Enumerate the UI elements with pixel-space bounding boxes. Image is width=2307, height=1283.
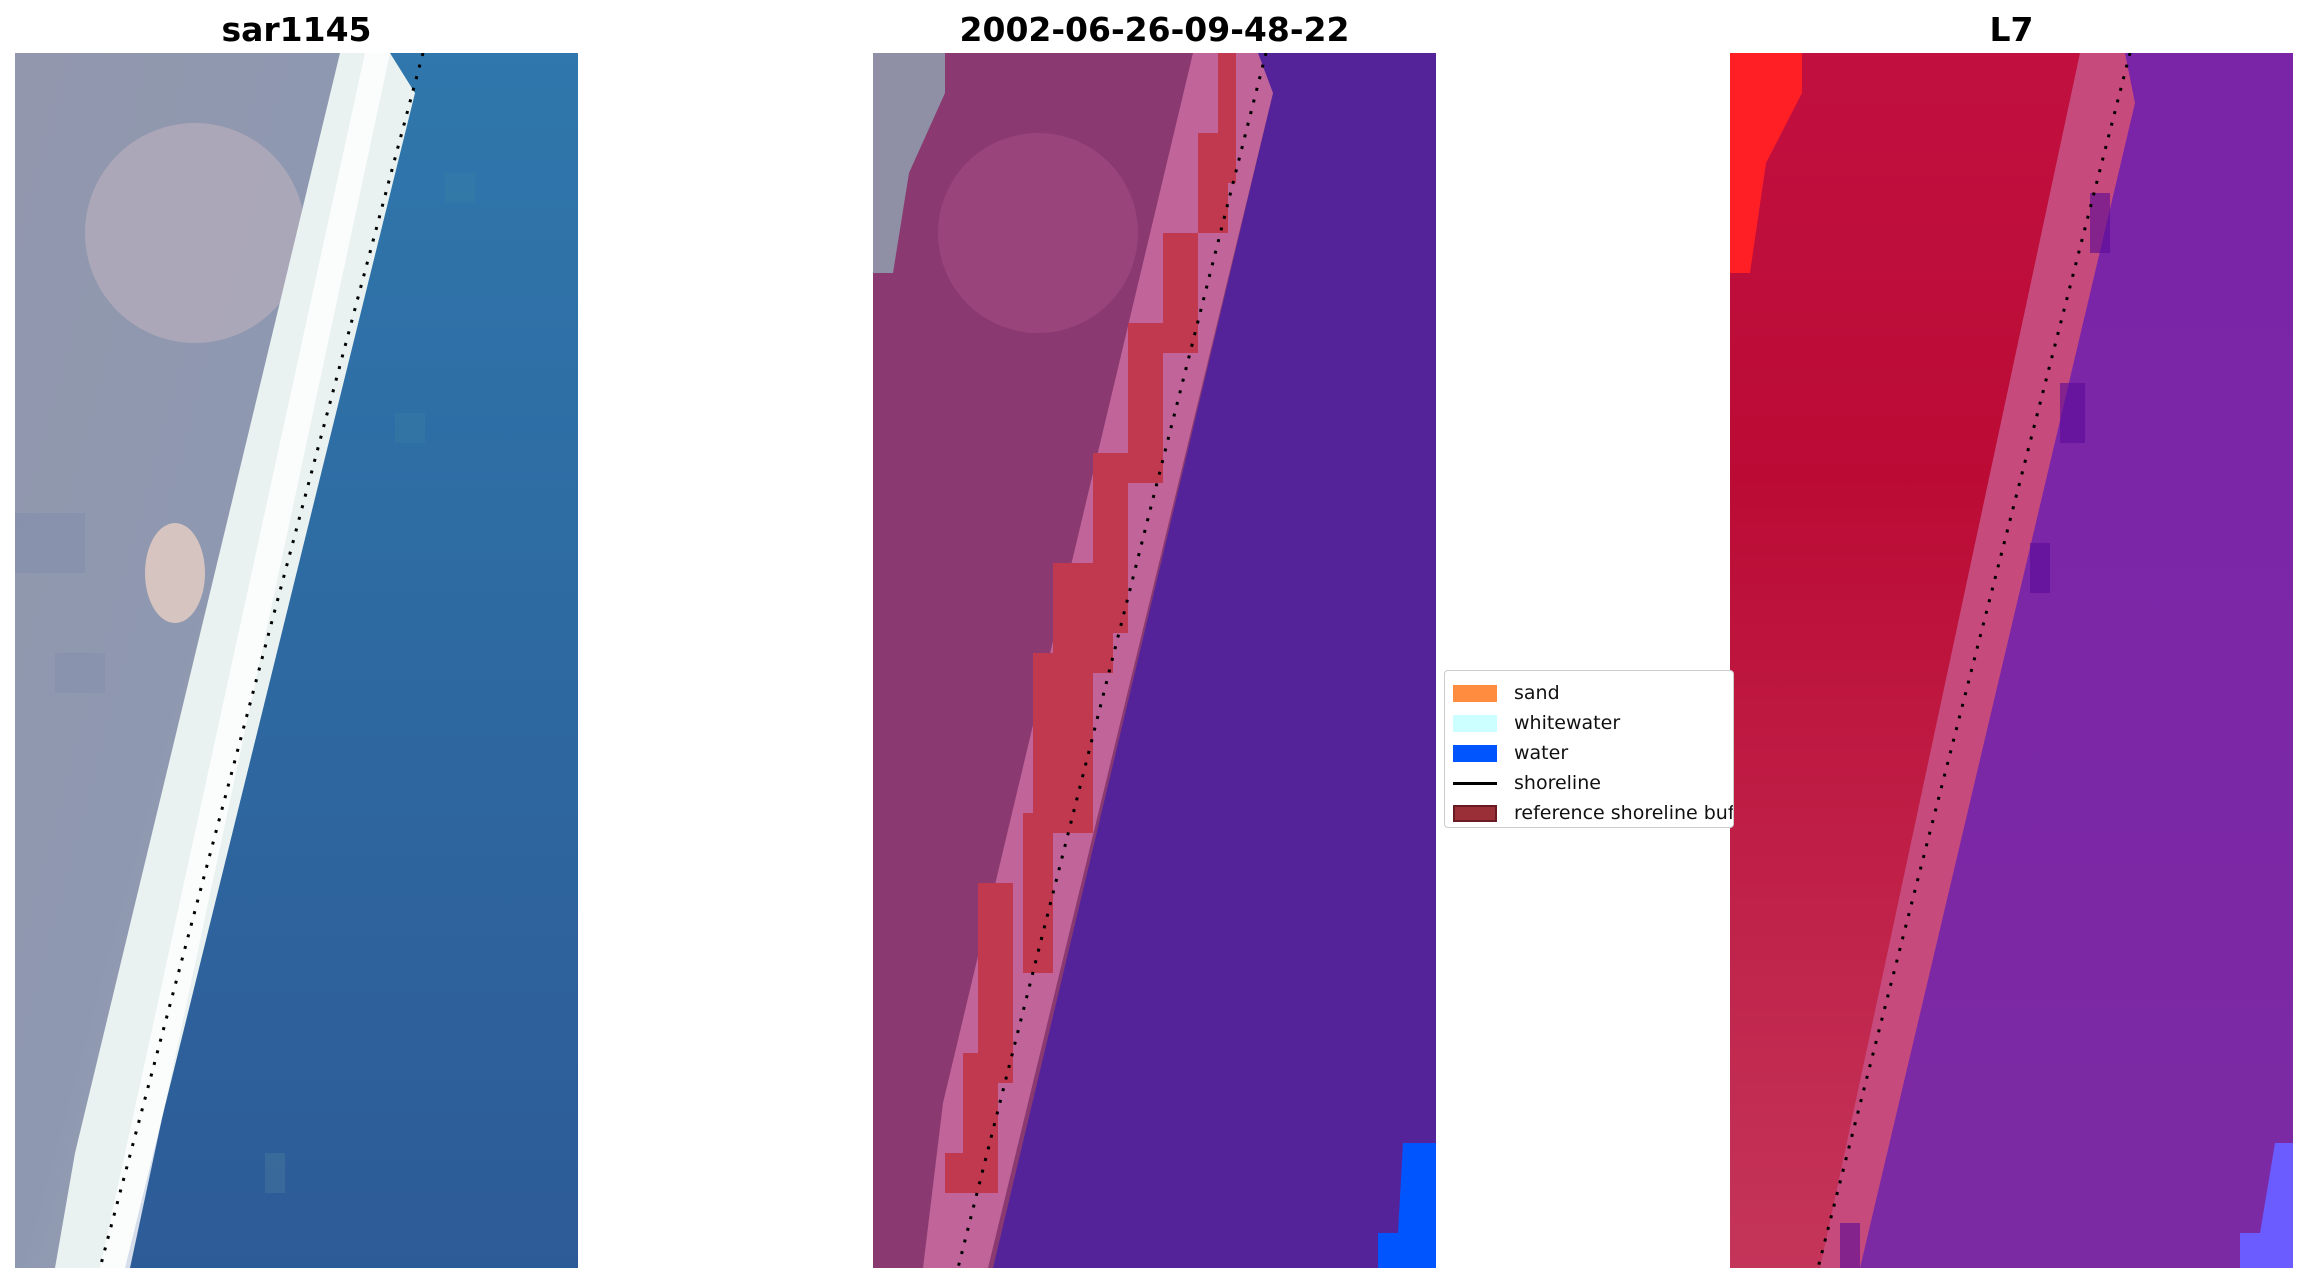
classified-image: [873, 53, 1436, 1268]
legend-swatch-sand: [1453, 684, 1497, 702]
index-image: [1730, 53, 2293, 1268]
legend-swatch-buffer: [1453, 804, 1497, 822]
legend-item-whitewater: whitewater: [1453, 711, 1620, 735]
grey-corner: [873, 53, 945, 273]
rgb-image-panel: [15, 53, 578, 1268]
legend-item-water: water: [1453, 741, 1568, 765]
index-image-panel: [1730, 53, 2293, 1268]
ndwi-beach-band: [1820, 53, 2135, 1268]
ndwi-land-region: [1730, 53, 2095, 1268]
ndwi-bright-water: [2240, 1143, 2293, 1268]
texture-blocks: [15, 173, 475, 1193]
whitewater-core: [100, 53, 390, 1268]
land-patch: [85, 123, 305, 343]
legend: sand whitewater water shoreline referenc…: [1444, 670, 1734, 828]
legend-swatch-whitewater: [1453, 714, 1497, 732]
legend-label: reference shoreline buffer: [1514, 802, 1734, 824]
panel-3-title: L7: [1989, 10, 2034, 49]
land-region: [15, 53, 345, 1268]
legend-item-sand: sand: [1453, 681, 1560, 705]
rgb-image: [15, 53, 578, 1268]
classified-image-panel: [873, 53, 1436, 1268]
pure-water-pixels: [1378, 1143, 1436, 1268]
panel-2-title: 2002-06-26-09-48-22: [959, 10, 1350, 49]
legend-label: whitewater: [1514, 712, 1621, 734]
legend-item-shoreline: shoreline: [1453, 771, 1601, 795]
ndwi-dark-patches: [1840, 193, 2110, 1268]
legend-item-buffer: reference shoreline buffer: [1453, 801, 1734, 825]
buffer-blocks: [945, 53, 1236, 1193]
shoreline: [1816, 53, 2132, 1268]
legend-label: water: [1514, 742, 1569, 764]
legend-label: shoreline: [1514, 772, 1601, 794]
panel-1-title: sar1145: [221, 10, 372, 49]
legend-swatch-shoreline: [1453, 781, 1497, 785]
shoreline: [956, 53, 1268, 1268]
legend-label: sand: [1514, 682, 1560, 704]
land-patch: [938, 133, 1138, 333]
sand-patch: [145, 523, 205, 623]
legend-swatch-water: [1453, 744, 1497, 762]
bright-corner: [1730, 53, 1802, 273]
